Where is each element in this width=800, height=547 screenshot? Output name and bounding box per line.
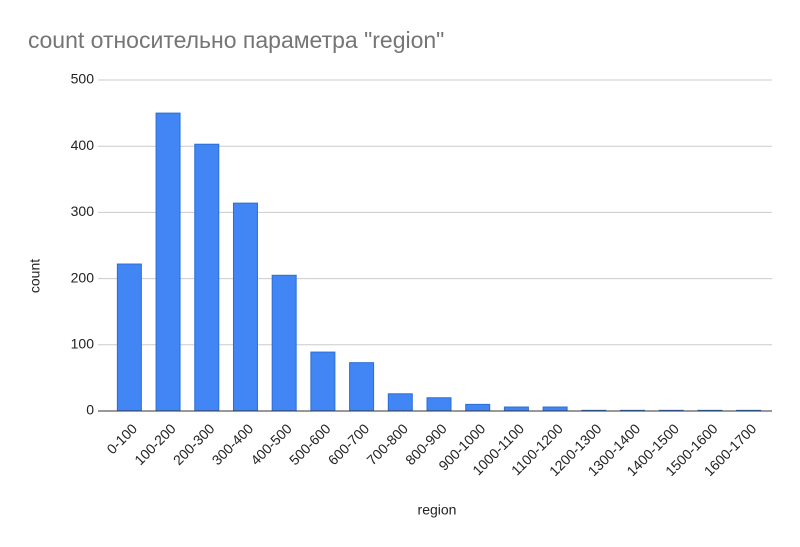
y-tick-label: 400 (71, 137, 95, 153)
y-tick-label: 500 (71, 71, 95, 87)
bar (465, 403, 491, 412)
bar (426, 397, 452, 412)
y-tick-label: 100 (71, 336, 95, 352)
bar (116, 263, 142, 412)
bar (232, 202, 258, 412)
y-tick-label: 200 (71, 269, 95, 285)
bar (194, 143, 220, 412)
bar (503, 406, 529, 412)
x-axis-title: region (418, 502, 457, 518)
bar (349, 362, 375, 412)
y-axis-title: count (27, 259, 43, 293)
bar (271, 274, 297, 412)
bar (310, 351, 336, 412)
y-tick-label: 0 (86, 402, 94, 418)
bar (542, 406, 568, 412)
chart-title: count относительно параметра "region" (28, 27, 444, 53)
y-tick-label: 300 (71, 203, 95, 219)
bar (155, 112, 181, 412)
bar (387, 393, 413, 412)
